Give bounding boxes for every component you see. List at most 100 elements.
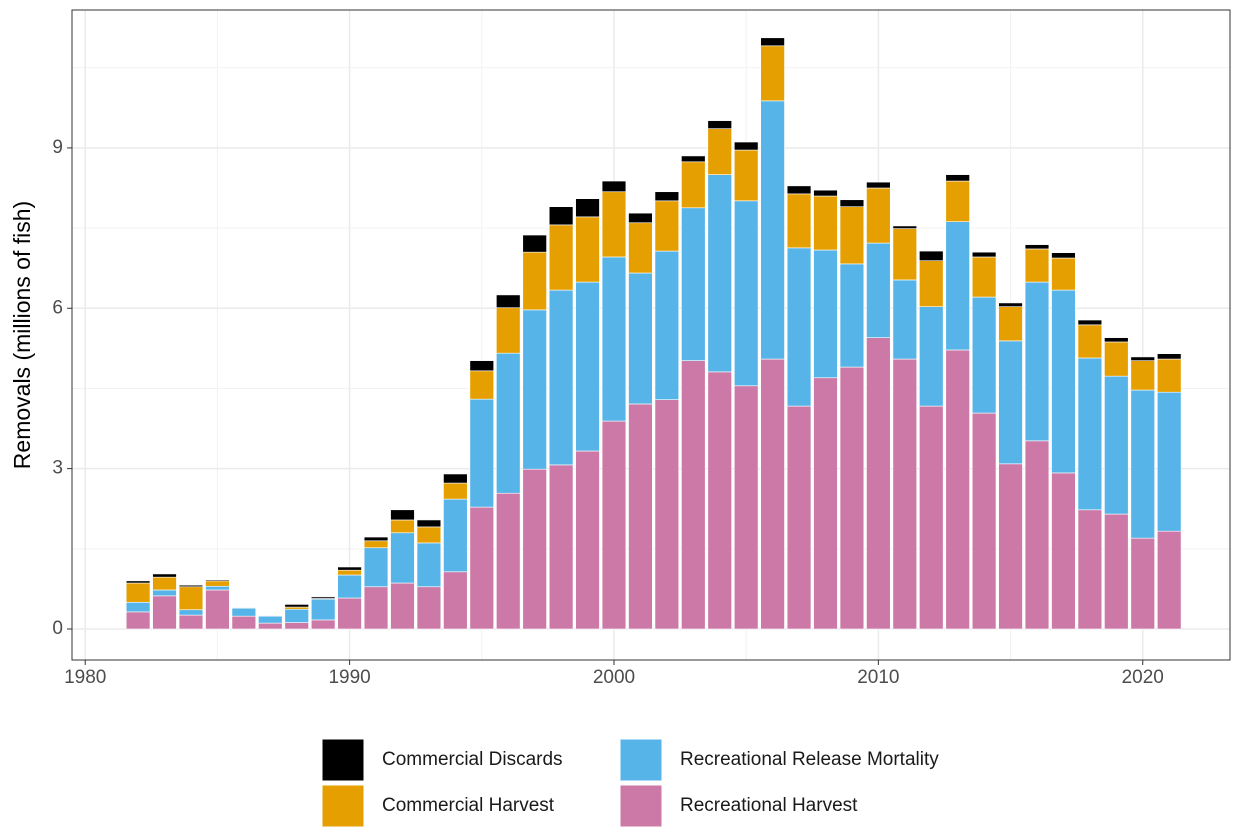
bar-segment <box>1051 472 1076 630</box>
bar-segment <box>522 309 547 470</box>
bar-segment <box>231 606 257 608</box>
bar-segment <box>258 615 283 624</box>
bar-segment <box>628 272 653 405</box>
bar-segment <box>1024 440 1050 630</box>
bar-segment <box>601 180 627 193</box>
bar-segment <box>205 579 230 582</box>
bar-segment <box>548 464 574 630</box>
bar-segment <box>813 249 838 379</box>
bar-segment <box>1024 281 1050 442</box>
bar-segment <box>178 609 204 616</box>
bar-segment <box>786 185 812 195</box>
bar-segment <box>125 582 151 603</box>
bar-segment <box>1104 513 1129 630</box>
bar-segment <box>178 586 204 611</box>
bar-segment <box>363 586 389 630</box>
legend-key <box>619 738 663 782</box>
x-tick-label: 2020 <box>1122 667 1164 688</box>
bar-segment <box>628 212 653 224</box>
bar-segment <box>548 289 574 466</box>
bar-segment <box>998 302 1023 307</box>
bar-segment <box>707 128 732 175</box>
legend-key <box>619 784 663 828</box>
bar-segment <box>813 189 838 197</box>
bar-segment <box>443 482 468 500</box>
bar-segment <box>1077 509 1103 630</box>
bar-segment <box>416 519 442 528</box>
bar-segment <box>443 571 468 630</box>
bar-segment <box>733 385 759 630</box>
bar-segment <box>1051 289 1076 474</box>
bar-segment <box>1156 358 1182 393</box>
bar-segment <box>575 216 600 283</box>
bar-segment <box>919 250 944 261</box>
bar-segment <box>945 221 970 351</box>
bar-segment <box>1104 341 1129 377</box>
bar-segment <box>892 225 918 229</box>
bar-segment <box>628 222 653 274</box>
bar-segment <box>390 519 415 534</box>
bar-segment <box>178 584 204 588</box>
bar-segment <box>998 340 1023 465</box>
bar-segment <box>310 596 336 599</box>
bar-segment <box>178 614 204 630</box>
bar-segment <box>390 532 415 584</box>
bar-segment <box>548 224 574 291</box>
bar-segment <box>416 542 442 588</box>
bar-segment <box>813 195 838 251</box>
bar-segment <box>152 595 177 630</box>
bar-segment <box>284 606 309 610</box>
bar-segment <box>601 420 627 630</box>
bar-segment <box>575 281 600 452</box>
bar-segment <box>707 174 732 373</box>
bar-segment <box>1077 357 1103 511</box>
bar-segment <box>601 191 627 258</box>
bar-segment <box>284 604 309 608</box>
bar-segment <box>125 601 151 613</box>
bar-segment <box>152 573 177 578</box>
bar-segment <box>866 181 891 189</box>
bar-segment <box>681 161 706 209</box>
bar-segment <box>1077 319 1103 326</box>
bar-segment <box>733 141 759 151</box>
bar-segment <box>839 199 865 208</box>
bar-segment <box>866 337 891 630</box>
bar-segment <box>443 473 468 484</box>
legend-key <box>321 784 365 828</box>
bar-segment <box>681 207 706 361</box>
bar-segment <box>152 589 177 597</box>
bar-segment <box>1051 257 1076 291</box>
bar-segment <box>337 566 362 571</box>
bar-segment <box>416 586 442 630</box>
bar-segment <box>1156 530 1182 630</box>
bar-segment <box>496 492 521 630</box>
bar-segment <box>707 120 732 129</box>
bar-segment <box>258 614 283 616</box>
bar-segment <box>945 180 970 222</box>
bar-segment <box>1130 389 1155 539</box>
bar-segment <box>628 403 653 630</box>
bar-segment <box>575 198 600 218</box>
bar-segment <box>496 352 521 494</box>
bar-segment <box>1156 353 1182 360</box>
bar-segment <box>337 597 362 630</box>
bar-segment <box>416 526 442 544</box>
bar-segment <box>919 405 944 630</box>
bar-segment <box>258 622 283 630</box>
bar-segment <box>786 247 812 407</box>
bar-segment <box>945 349 970 630</box>
bar-segment <box>363 536 389 542</box>
bar-segment <box>1077 324 1103 359</box>
bar-segment <box>469 506 494 630</box>
bar-segment <box>760 45 785 102</box>
bar-segment <box>469 398 494 508</box>
bar-segment <box>522 251 547 311</box>
bar-segment <box>1051 252 1076 259</box>
bar-segment <box>231 615 257 630</box>
bar-segment <box>945 174 970 182</box>
bar-segment <box>813 377 838 630</box>
bar-segment <box>681 155 706 163</box>
bar-segment <box>575 450 600 630</box>
bar-segment <box>337 574 362 599</box>
